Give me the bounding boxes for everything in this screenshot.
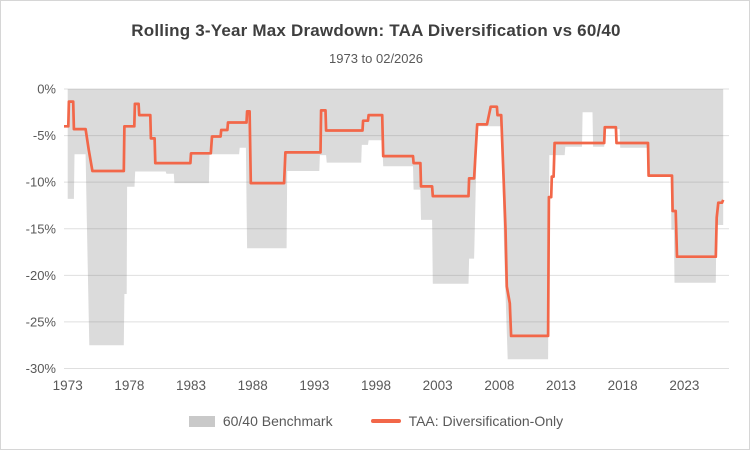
svg-text:1978: 1978 — [114, 378, 144, 393]
svg-text:-5%: -5% — [33, 128, 57, 143]
svg-text:-30%: -30% — [26, 361, 57, 376]
svg-text:1988: 1988 — [238, 378, 268, 393]
svg-text:1993: 1993 — [299, 378, 329, 393]
y-axis-labels: 0% -5% -10% -15% -20% -25% -30% — [26, 82, 57, 377]
gridlines — [64, 88, 729, 369]
svg-text:-15%: -15% — [26, 221, 57, 236]
taa-line-swatch — [370, 419, 401, 423]
svg-text:-10%: -10% — [26, 175, 57, 190]
svg-text:1973: 1973 — [53, 378, 83, 393]
svg-text:0%: 0% — [37, 82, 56, 97]
page-title: Rolling 3-Year Max Drawdown: TAA Diversi… — [131, 21, 621, 40]
x-axis-labels: 1973 1978 1983 1988 1993 1998 2003 2008 2013 2018… — [53, 378, 700, 393]
svg-text:2008: 2008 — [484, 378, 514, 393]
legend-item-benchmark: 60/40 Benchmark — [188, 413, 333, 429]
svg-text:1998: 1998 — [361, 378, 391, 393]
svg-text:2023: 2023 — [669, 378, 699, 393]
page-subtitle: 1973 to 02/2026 — [329, 51, 423, 66]
taa-legend-label: TAA: Diversification-Only — [408, 413, 564, 429]
svg-text:-25%: -25% — [26, 314, 57, 329]
svg-text:-20%: -20% — [26, 268, 57, 283]
legend: 60/40 Benchmark TAA: Diversification-Onl… — [1, 413, 750, 429]
svg-text:2018: 2018 — [608, 378, 638, 393]
svg-text:2003: 2003 — [423, 378, 453, 393]
benchmark-legend-label: 60/40 Benchmark — [222, 413, 333, 429]
svg-text:1983: 1983 — [176, 378, 206, 393]
legend-item-taa: TAA: Diversification-Only — [370, 413, 564, 429]
benchmark-area-swatch — [188, 415, 215, 427]
taa-line — [64, 100, 725, 338]
svg-text:2013: 2013 — [546, 378, 576, 393]
benchmark-area — [67, 89, 724, 360]
